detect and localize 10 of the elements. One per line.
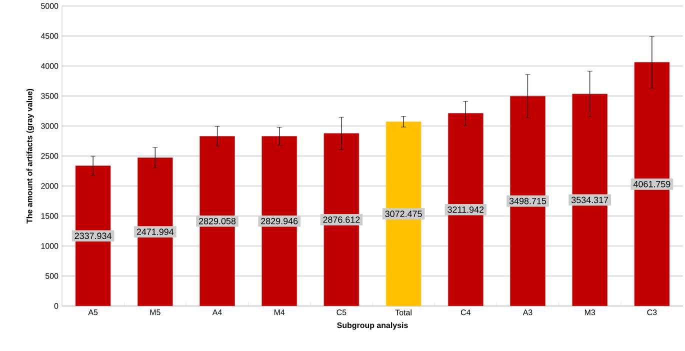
data-label: 4061.759 — [633, 180, 670, 188]
data-label: 2471.994 — [136, 228, 174, 236]
data-label: 2829.058 — [199, 218, 236, 224]
data-label: 2829.946 — [261, 218, 298, 224]
data-label: 3534.317 — [571, 196, 608, 204]
data-label: 3211.942 — [448, 206, 484, 213]
data-label: 2876.612 — [323, 216, 360, 223]
data-label: 3498.715 — [509, 198, 546, 204]
data-label: 2337.934 — [74, 232, 112, 240]
data-label: 3072.475 — [385, 210, 422, 218]
